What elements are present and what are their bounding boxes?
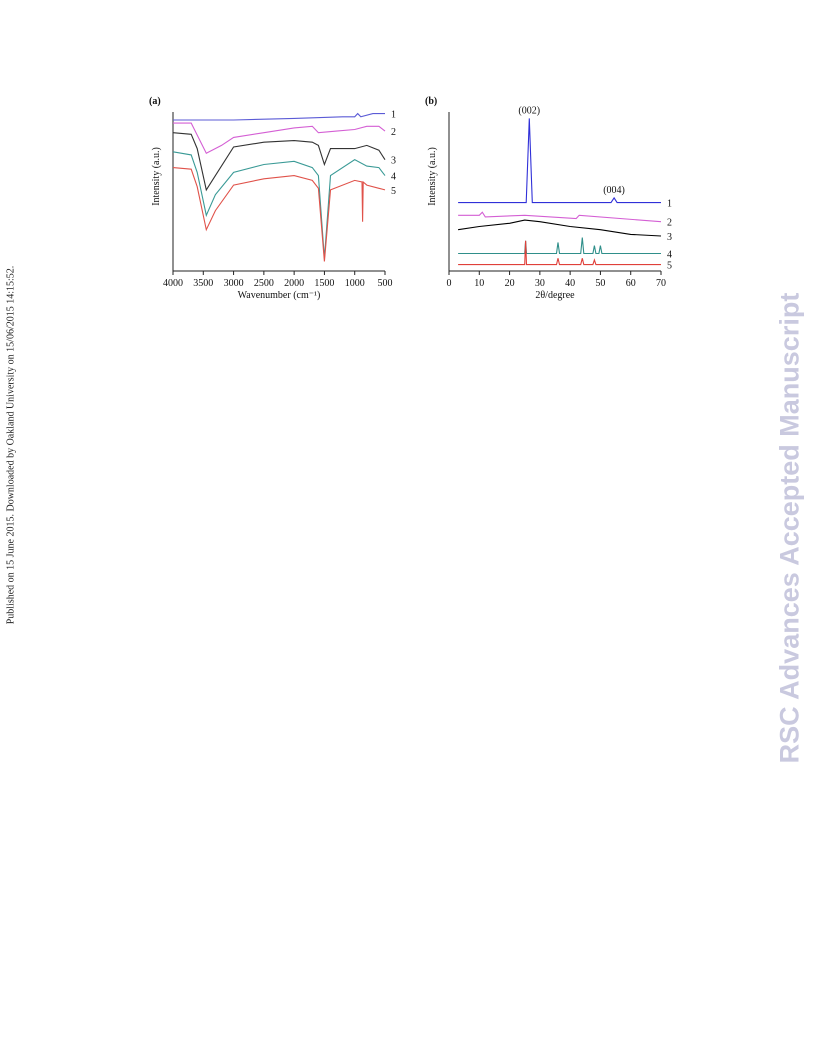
series-label: 2 <box>391 127 396 138</box>
spectrum-line <box>458 118 661 204</box>
x-axis-label: 2θ/degree <box>535 290 575 301</box>
watermark: RSC Advances Accepted Manuscript <box>774 292 805 764</box>
x-tick-label: 1000 <box>345 278 365 289</box>
x-tick-label: 3500 <box>193 278 213 289</box>
spectrum-line <box>172 132 386 192</box>
series-label: 5 <box>391 186 396 197</box>
x-tick-label: 40 <box>565 278 575 289</box>
spectrum-line <box>458 240 661 266</box>
series-label: 4 <box>667 250 672 261</box>
x-tick-label: 10 <box>474 278 484 289</box>
spectrum-line <box>172 151 386 259</box>
y-axis-label: Intensity (a.u.) <box>151 147 162 206</box>
x-tick-label: 70 <box>656 278 666 289</box>
x-axis-label: Wavenumber (cm⁻¹) <box>238 290 321 301</box>
x-tick-label: 2500 <box>254 278 274 289</box>
figure: (a) Wavenumber (cm⁻¹) Intensity (a.u.) 4000… <box>149 96 672 301</box>
x-tick-label: 20 <box>505 278 515 289</box>
series-label: 3 <box>391 156 396 167</box>
x-tick-label: 2000 <box>284 278 304 289</box>
x-tick-label: 30 <box>535 278 545 289</box>
series-label: 3 <box>667 232 672 243</box>
spectrum-line <box>172 167 386 262</box>
y-axis-label: Intensity (a.u.) <box>427 147 438 206</box>
series-label: 1 <box>667 199 672 210</box>
x-tick-label: 500 <box>378 278 393 289</box>
panel-label: (b) <box>425 96 437 107</box>
series-label: 4 <box>391 172 396 183</box>
x-tick-label: 50 <box>595 278 605 289</box>
x-tick-label: 4000 <box>163 278 183 289</box>
panel-label: (a) <box>149 96 161 107</box>
series-label: 1 <box>391 110 396 121</box>
series-label: 2 <box>667 218 672 229</box>
spectrum-line <box>173 122 386 155</box>
spectrum-line <box>458 219 662 237</box>
series-label: 5 <box>667 261 672 272</box>
peak-annotation: (004) <box>603 185 625 196</box>
x-tick-label: 60 <box>626 278 636 289</box>
spectrum-line <box>173 112 385 121</box>
x-tick-label: 0 <box>447 278 452 289</box>
peak-annotation: (002) <box>518 105 540 116</box>
spectrum-line <box>458 211 662 223</box>
x-tick-label: 3000 <box>224 278 244 289</box>
x-tick-label: 1500 <box>314 278 334 289</box>
spectrum-line <box>458 237 661 255</box>
